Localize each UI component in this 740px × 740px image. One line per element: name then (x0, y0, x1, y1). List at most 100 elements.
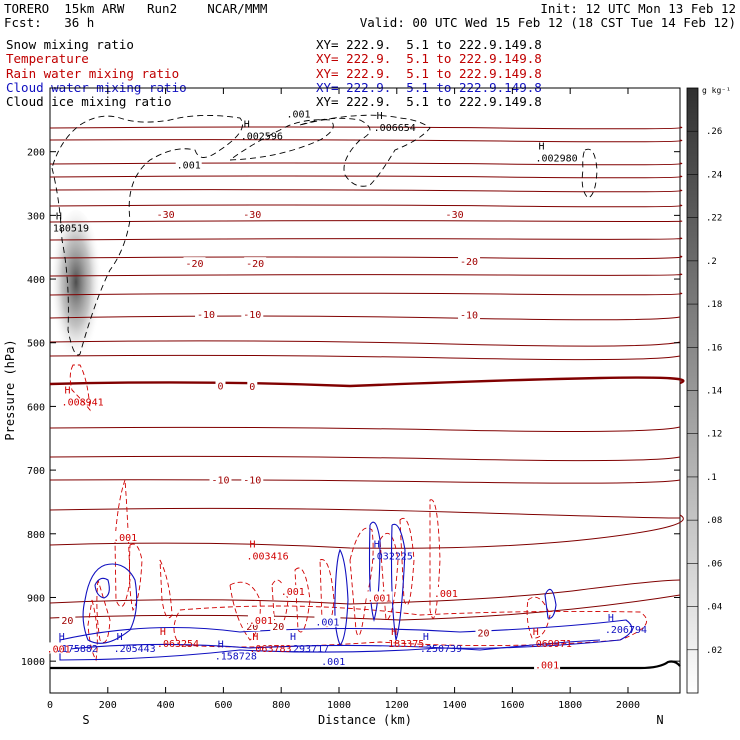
legend-snow-name: Snow mixing ratio (6, 37, 134, 52)
maximum-marker: H (539, 142, 545, 153)
legend-cloud-ice-xy: XY= 222.9. 5.1 to 222.9.149.8 (316, 94, 542, 109)
title-left: TORERO 15km ARW Run2 NCAR/MMM (4, 1, 268, 16)
x-axis-label: Distance (km) (318, 713, 412, 727)
contour-label: .001 (177, 160, 201, 171)
x-tick-label: 1400 (443, 700, 467, 711)
forecast-hour: Fcst: 36 h (4, 15, 95, 30)
maximum-value-label: .002980 (536, 154, 578, 165)
temperature-label: 20 (61, 616, 73, 627)
temperature-contours (49, 126, 684, 621)
temperature-label-bg (475, 626, 492, 638)
contour-label-bg (285, 107, 312, 119)
y-tick-label: 200 (27, 148, 45, 159)
maximum-value-label: .006654 (374, 123, 416, 134)
temperature-label: -10 (460, 311, 478, 322)
temperature-label-bg (247, 380, 258, 392)
temperature-label-bg (154, 208, 177, 220)
ground-line (50, 660, 681, 670)
colorbar-tick-label: .26 (706, 127, 722, 137)
colorbar-tick-label: .1 (706, 473, 717, 483)
labels-group: -30 -30 -30 -20 -20 -20 -10 -10 -10 0 0 -10 -10 20 20 2… (45, 107, 647, 671)
contour-label-bg (112, 530, 139, 542)
temperature-label-bg (195, 308, 218, 320)
x-tick-label: 1000 (327, 700, 351, 711)
temperature-label: 20 (477, 629, 489, 640)
maximum-value-label: .250739 (420, 644, 462, 655)
contour-label-bg (247, 613, 274, 625)
maximum-marker: H (391, 627, 397, 638)
temperature-label: 20 (246, 622, 258, 633)
plot-frame (49, 87, 681, 694)
maximum-value-label: .002596 (241, 131, 283, 142)
y-tick-label: 400 (27, 275, 45, 286)
x-tick-label: 1800 (558, 700, 582, 711)
temperature-label: -30 (446, 210, 464, 221)
temperature-label: -30 (243, 210, 261, 221)
maximum-marker: H (59, 632, 65, 643)
y-tick-label: 800 (27, 530, 45, 541)
end-label-south: S (82, 713, 89, 727)
temperature-label-bg (244, 257, 267, 269)
contour-label-bg (366, 591, 393, 603)
colorbar-tick-label: .12 (706, 430, 722, 440)
temperature-label: -20 (246, 259, 264, 270)
temperature-label: -30 (157, 210, 175, 221)
y-axis-label: Pressure (hPa) (3, 339, 17, 440)
colorbar-tick-label: .24 (706, 170, 722, 180)
end-label-north: N (656, 713, 663, 727)
temperature-label-bg (241, 208, 264, 220)
maximum-value-label: .008941 (62, 398, 104, 409)
maximum-marker: H (65, 386, 71, 397)
axes-group: 0 200 400 600 800 1000 1200 1400 1600 1800 2000200… (21, 88, 680, 711)
colorbar-tick-label: .08 (706, 516, 722, 526)
legend-snow-xy: XY= 222.9. 5.1 to 222.9.149.8 (316, 37, 542, 52)
temperature-label: -20 (460, 257, 478, 268)
temperature-label: -10 (197, 310, 215, 321)
colorbar-tick-label: .04 (706, 603, 722, 613)
temperature-label: -10 (211, 476, 229, 487)
contour-label-bg (432, 587, 459, 599)
x-tick-label: 1600 (500, 700, 524, 711)
temperature-label-bg (215, 379, 226, 391)
x-tick-label: 1200 (385, 700, 409, 711)
y-tick-label: 700 (27, 466, 45, 477)
temperature-label: -20 (185, 259, 203, 270)
temperature-label-bg (244, 620, 261, 632)
maximum-value-label: .175882 (56, 644, 98, 655)
temperature-label: 0 (217, 381, 223, 392)
maximum-value-label: .206794 (605, 625, 647, 636)
maximum-marker: H (218, 640, 224, 651)
colorbar-tick-label: .06 (706, 559, 722, 569)
colorbar-unit: g kg⁻¹ (702, 86, 731, 95)
contour-label: .001 (315, 618, 339, 629)
temperature-label: 20 (272, 622, 284, 633)
x-tick-label: 200 (99, 700, 117, 711)
x-tick-label: 400 (157, 700, 175, 711)
y-tick-label: 1000 (21, 657, 45, 668)
colorbar-tick-label: .02 (706, 646, 722, 656)
maximum-marker: H (160, 627, 166, 638)
temperature-label-bg (270, 620, 287, 632)
maximum-marker: H (117, 632, 123, 643)
contour-label: .001 (47, 644, 71, 655)
temperature-label-bg (443, 208, 466, 220)
temperature-label: -10 (243, 310, 261, 321)
temperature-label-bg (241, 473, 264, 485)
contour-zero-line (49, 376, 685, 388)
colorbar-tick-label: .14 (706, 387, 722, 397)
colorbar-tick-label: .18 (706, 300, 722, 310)
maximum-value-label: .069971 (530, 639, 572, 650)
maximum-marker: H (423, 632, 429, 643)
maximum-value-label: .205443 (114, 644, 156, 655)
contour-label-bg (314, 615, 341, 627)
maximum-value-label: .063783 (249, 644, 291, 655)
contour-label: .001 (367, 593, 391, 604)
maximum-value-label: 183375 (388, 639, 424, 650)
y-tick-label: 900 (27, 593, 45, 604)
temperature-label-bg (183, 257, 206, 269)
maximum-value-label: .032225 (371, 552, 413, 563)
maximum-marker: H (56, 212, 62, 223)
contour-label: .001 (286, 109, 310, 120)
maximum-marker: H (250, 540, 256, 551)
